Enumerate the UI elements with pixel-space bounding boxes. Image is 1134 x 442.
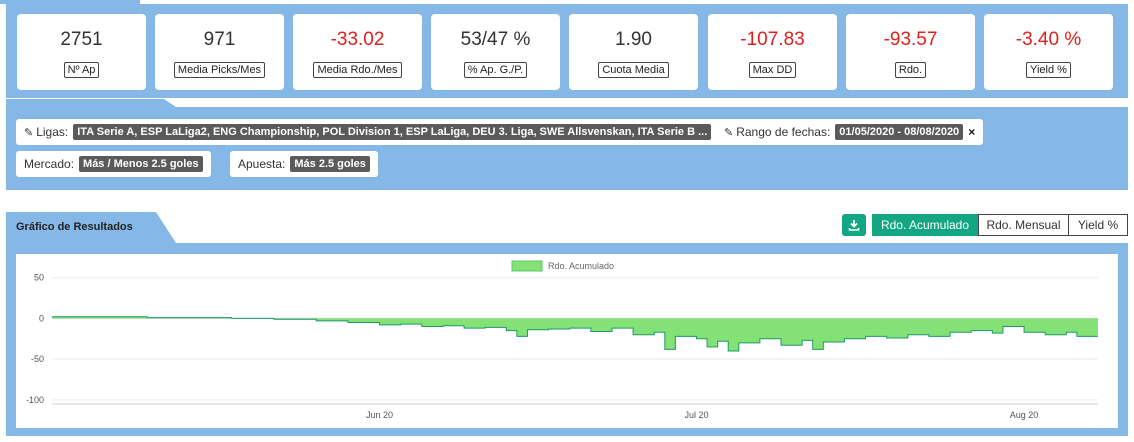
stat-card-max-drawdown: -107.83 Max DD xyxy=(708,14,837,90)
stats-panel: 2751 Nº Ap 971 Media Picks/Mes -33.02 Me… xyxy=(6,4,1128,98)
y-tick-label: 0 xyxy=(39,313,44,323)
filter-date-range-label: Rango de fechas: xyxy=(736,125,831,139)
x-tick-label: Jul 20 xyxy=(684,410,708,420)
stat-label: Cuota Media xyxy=(598,62,669,78)
cumulative-result-chart: 50 0 -50 -100 Jun 20 Jul 20 Aug 20 Rdo. Acumula… xyxy=(26,260,1098,420)
filter-bet-value: Más 2.5 goles xyxy=(290,156,370,172)
y-tick-label: -50 xyxy=(31,354,44,364)
filter-leagues[interactable]: ✎ Ligas: ITA Serie A, ESP LaLiga2, ENG C… xyxy=(16,119,732,145)
chart-section-title: Gráfico de Resultados xyxy=(16,221,133,233)
tab-monthly-result[interactable]: Rdo. Mensual xyxy=(978,214,1069,236)
filter-leagues-label: Ligas: xyxy=(36,125,69,139)
filter-market-label: Mercado: xyxy=(24,157,75,171)
x-tick-label: Aug 20 xyxy=(1010,410,1039,420)
download-button[interactable] xyxy=(842,214,866,236)
filter-market[interactable]: Mercado: Más / Menos 2.5 goles xyxy=(16,151,211,177)
stat-value: -3.40 % xyxy=(1015,29,1082,50)
filter-bet[interactable]: Apuesta: Más 2.5 goles xyxy=(230,151,378,177)
stat-value: 2751 xyxy=(60,29,103,50)
stat-value: 53/47 % xyxy=(460,29,531,50)
tab-yield[interactable]: Yield % xyxy=(1068,214,1128,236)
stat-label: % Ap. G./P. xyxy=(463,62,528,78)
top-tab-decoration xyxy=(0,0,140,4)
stat-card-picks-per-month: 971 Media Picks/Mes xyxy=(155,14,284,90)
stat-label: Nº Ap xyxy=(63,62,100,78)
stat-card-result-per-month: -33.02 Media Rdo./Mes xyxy=(293,14,422,90)
y-tick-label: 50 xyxy=(34,273,44,283)
filter-leagues-value: ITA Serie A, ESP LaLiga2, ENG Championsh… xyxy=(73,124,712,140)
filters-panel: ✎ Ligas: ITA Serie A, ESP LaLiga2, ENG C… xyxy=(6,107,1128,190)
stat-label: Max DD xyxy=(748,62,797,78)
x-tick-label: Jun 20 xyxy=(366,410,393,420)
stat-label: Rdo. xyxy=(894,62,927,78)
stat-card-avg-odds: 1.90 Cuota Media xyxy=(569,14,698,90)
y-tick-label: -100 xyxy=(26,395,44,405)
stat-card-result: -93.57 Rdo. xyxy=(846,14,975,90)
stat-label: Media Rdo./Mes xyxy=(313,62,402,78)
stat-value: 971 xyxy=(203,29,236,50)
legend-label: Rdo. Acumulado xyxy=(548,261,614,271)
stat-label: Media Picks/Mes xyxy=(173,62,266,78)
chart-section-tab: Gráfico de Resultados xyxy=(6,212,176,243)
legend-swatch xyxy=(511,260,543,272)
stat-card-win-loss-pct: 53/47 % % Ap. G./P. xyxy=(431,14,560,90)
section-notch xyxy=(6,99,176,107)
filter-date-range[interactable]: ✎ Rango de fechas: 01/05/2020 - 08/08/20… xyxy=(716,119,984,145)
filter-bet-label: Apuesta: xyxy=(238,157,286,171)
series-line xyxy=(52,316,1098,352)
stat-value: 1.90 xyxy=(615,29,652,50)
stat-label: Yield % xyxy=(1026,62,1071,78)
download-icon xyxy=(848,220,860,231)
chart-panel: 50 0 -50 -100 Jun 20 Jul 20 Aug 20 Rdo. Acumula… xyxy=(6,243,1128,436)
pencil-icon: ✎ xyxy=(724,126,734,139)
filter-market-value: Más / Menos 2.5 goles xyxy=(79,156,203,172)
filter-date-range-value: 01/05/2020 - 08/08/2020 xyxy=(835,124,964,140)
stat-card-yield: -3.40 % Yield % xyxy=(984,14,1113,90)
area-fill xyxy=(52,316,1098,352)
stat-value: -107.83 xyxy=(740,29,805,50)
stat-value: -93.57 xyxy=(883,29,938,50)
chart-container: 50 0 -50 -100 Jun 20 Jul 20 Aug 20 Rdo. Acumula… xyxy=(16,254,1118,428)
stat-card-num-bets: 2751 Nº Ap xyxy=(17,14,146,90)
close-icon[interactable]: × xyxy=(968,125,976,139)
tab-cumulative-result[interactable]: Rdo. Acumulado xyxy=(872,214,978,236)
pencil-icon: ✎ xyxy=(24,126,34,139)
stat-value: -33.02 xyxy=(330,29,385,50)
